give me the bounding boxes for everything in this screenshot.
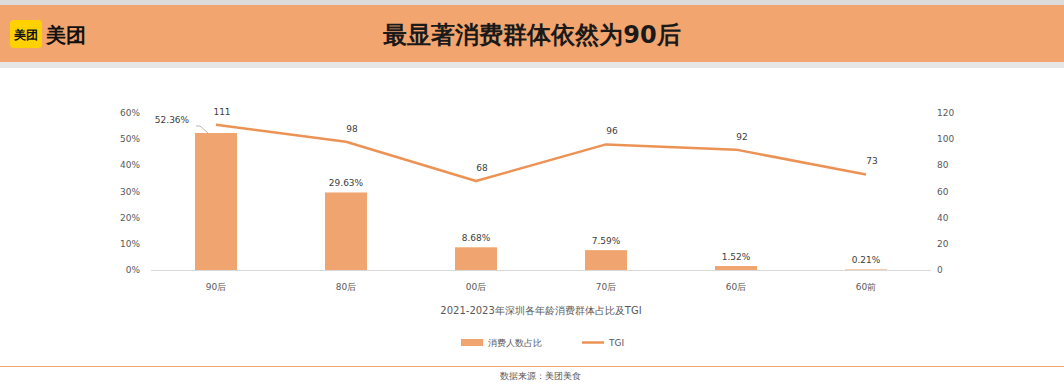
x-axis-title: 2021-2023年深圳各年龄消费群体占比及TGI [440,305,641,316]
line-data-label: 73 [866,156,877,166]
bar-data-label: 29.63% [329,178,364,188]
legend-swatch [582,341,604,344]
chart-root: 美团美团 最显著消费群体依然为90后 0% 10% 20% 30% 40% 50% 60% 0 20… [0,0,1064,387]
x-axis-line [151,270,931,271]
y-tick-label: 10% [120,239,140,249]
legend-label: 消费人数占比 [488,338,542,348]
y2-tick-label: 120 [937,108,954,118]
bar [715,266,757,270]
bar-data-label: 0.21% [852,255,881,265]
y-tick-label: 40% [120,160,140,170]
header-shadow [0,62,1064,68]
bottom-rule [0,366,1064,367]
y-tick-label: 0% [126,265,141,275]
leader-line [196,126,208,133]
x-tick-label: 70后 [596,282,616,292]
line-data-label: 96 [606,126,618,136]
y2-tick-label: 60 [937,187,949,197]
legend-label: TGI [608,338,624,348]
line-data-label: 98 [346,124,358,134]
y2-tick-label: 80 [937,160,949,170]
logo-box [10,20,42,48]
y-tick-label: 60% [120,108,140,118]
line [216,125,866,181]
y2-tick-label: 40 [937,213,949,223]
y-tick-label: 50% [120,134,140,144]
plot-marks [195,125,887,270]
logo-text: 美团 [45,23,86,47]
line-data-label: 68 [476,163,488,173]
bar-data-label: 1.52% [722,252,751,262]
bar [325,192,367,270]
x-tick-label: 60前 [856,282,876,292]
y-tick-label: 20% [120,213,140,223]
bar [845,269,887,270]
bar-data-label: 52.36% [155,115,190,125]
x-tick-label: 00后 [466,282,486,292]
top-stripe [0,0,1064,5]
x-tick-label: 60后 [726,282,746,292]
y2-tick-label: 20 [937,239,949,249]
bar [195,133,237,270]
y2-tick-label: 100 [937,134,954,144]
logo-mark: 美团 [13,28,38,42]
legend-swatch [461,339,483,346]
y-tick-label: 30% [120,187,140,197]
line-data-label: 111 [213,107,230,117]
x-tick-label: 90后 [206,282,226,292]
source-note: 数据来源：美团美食 [500,371,581,381]
chart-title: 最显著消费群体依然为90后 [382,21,680,49]
bar [585,250,627,270]
header-band [0,5,1064,62]
data-labels: 52.36% 29.63% 8.68% 7.59% 1.52% 0.21% 111 98 68 9… [155,107,881,266]
bar [455,247,497,270]
y2-tick-label: 0 [937,265,943,275]
bar-data-label: 7.59% [592,236,621,246]
bar-data-label: 8.68% [462,233,491,243]
x-tick-label: 80后 [336,282,356,292]
line-data-label: 92 [736,132,747,142]
